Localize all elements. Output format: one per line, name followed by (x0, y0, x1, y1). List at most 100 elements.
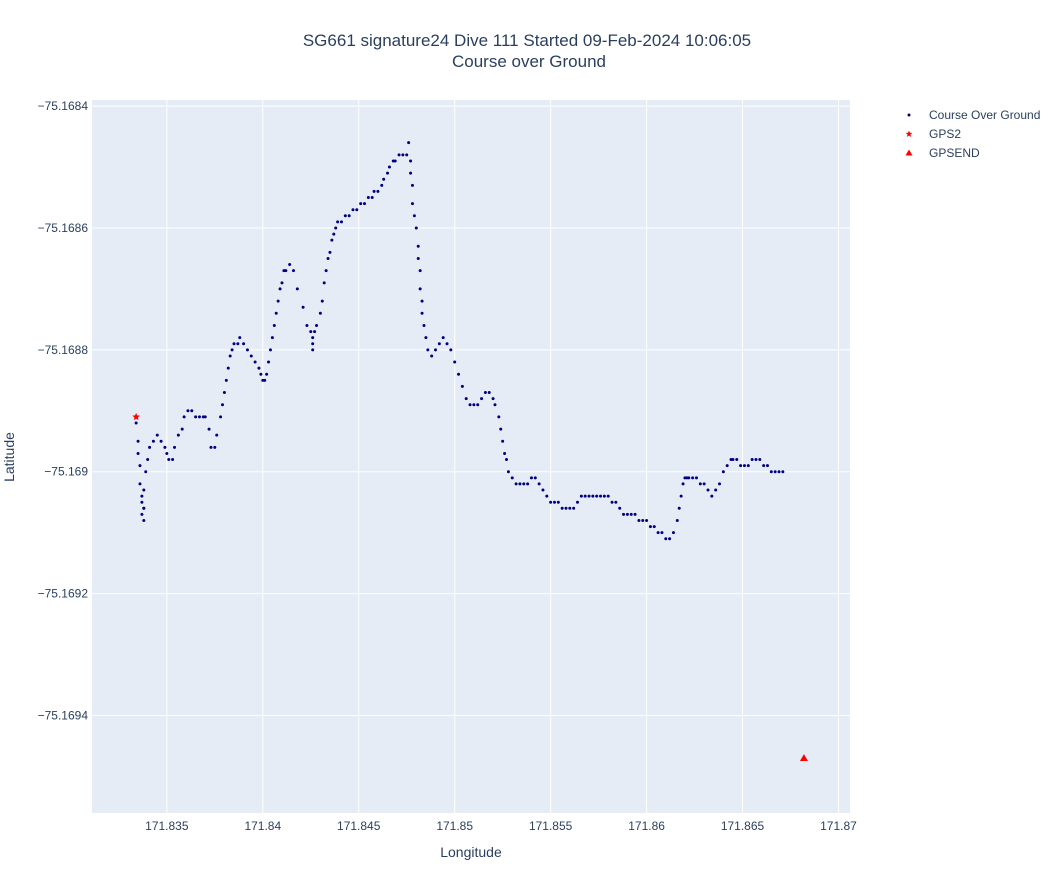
data-point (765, 464, 769, 468)
data-point (140, 500, 144, 504)
data-point (332, 232, 336, 236)
data-point (518, 482, 522, 486)
data-point (228, 354, 232, 358)
x-tick-label: 171.84 (244, 819, 281, 833)
data-point (311, 336, 315, 340)
data-point (564, 506, 568, 510)
data-point (355, 208, 359, 212)
x-tick-label: 171.87 (820, 819, 857, 833)
data-point (529, 476, 533, 480)
data-point (633, 512, 637, 516)
legend-label: GPS2 (929, 127, 961, 141)
data-point (656, 531, 660, 535)
data-point (339, 220, 343, 224)
data-point (568, 506, 572, 510)
data-point (222, 391, 226, 395)
data-point (694, 476, 698, 480)
data-point (614, 500, 618, 504)
data-point (224, 378, 228, 382)
data-point (215, 433, 219, 437)
legend-item[interactable]: Course Over Ground (907, 108, 1041, 122)
data-point (387, 165, 391, 169)
data-point (445, 342, 449, 346)
data-point (777, 470, 781, 474)
data-point (499, 427, 503, 431)
x-axis-label: Longitude (440, 844, 502, 860)
data-point (370, 196, 374, 200)
series-course-over-ground (134, 141, 785, 541)
x-axis-ticks: 171.835 171.84 171.845 171.85 171.855 171.86 1… (145, 819, 857, 833)
data-point (330, 238, 334, 242)
data-point (295, 287, 299, 291)
data-point (322, 281, 326, 285)
data-point (372, 189, 376, 193)
data-point (163, 445, 167, 449)
data-point (265, 372, 269, 376)
data-point (242, 342, 246, 346)
data-point (132, 412, 140, 421)
data-point (714, 488, 718, 492)
data-point (625, 512, 629, 516)
data-point (159, 439, 163, 443)
data-point (245, 348, 249, 352)
data-point (209, 445, 213, 449)
data-point (134, 421, 138, 425)
data-point (309, 330, 313, 334)
data-point (270, 336, 274, 340)
data-point (545, 494, 549, 498)
data-point (505, 458, 509, 462)
data-point (493, 403, 497, 407)
x-tick-label: 171.865 (721, 819, 765, 833)
data-point (687, 476, 691, 480)
data-point (610, 500, 614, 504)
data-point (203, 415, 207, 419)
data-point (165, 451, 169, 455)
data-point (487, 391, 491, 395)
legend-item[interactable]: GPS2 (905, 127, 962, 141)
data-point (276, 299, 280, 303)
data-point (380, 183, 384, 187)
plot-area (92, 100, 850, 813)
data-point (556, 500, 560, 504)
data-point (336, 220, 340, 224)
series-gps2 (132, 412, 140, 421)
data-point (497, 415, 501, 419)
x-tick-label: 171.85 (436, 819, 473, 833)
data-point (313, 330, 317, 334)
data-point (648, 525, 652, 529)
legend[interactable]: Course Over Ground GPS2 GPSEND (905, 108, 1041, 160)
data-point (197, 415, 201, 419)
data-point (284, 269, 288, 273)
data-point (537, 482, 541, 486)
data-point (362, 202, 366, 206)
data-point (671, 531, 675, 535)
data-point (311, 342, 315, 346)
data-point (677, 506, 681, 510)
data-point (136, 439, 140, 443)
data-point (146, 458, 150, 462)
data-point (274, 311, 278, 315)
data-point (773, 470, 777, 474)
data-point (702, 482, 706, 486)
data-point (781, 470, 785, 474)
data-point (366, 196, 370, 200)
data-point (176, 433, 180, 437)
data-point (142, 506, 146, 510)
data-point (249, 354, 253, 358)
data-point (410, 183, 414, 187)
grid-lines (92, 100, 850, 813)
data-point (401, 153, 405, 157)
data-point (140, 512, 144, 516)
data-point (226, 366, 230, 370)
data-point (136, 451, 140, 455)
data-point (602, 494, 606, 498)
data-point (721, 470, 725, 474)
legend-marker (905, 130, 913, 137)
data-point (681, 482, 685, 486)
data-point (288, 263, 292, 267)
data-point (552, 500, 556, 504)
data-point (318, 311, 322, 315)
chart-title: SG661 signature24 Dive 111 Started 09-Fe… (303, 31, 751, 50)
data-point (560, 506, 564, 510)
legend-item[interactable]: GPSEND (905, 146, 981, 160)
